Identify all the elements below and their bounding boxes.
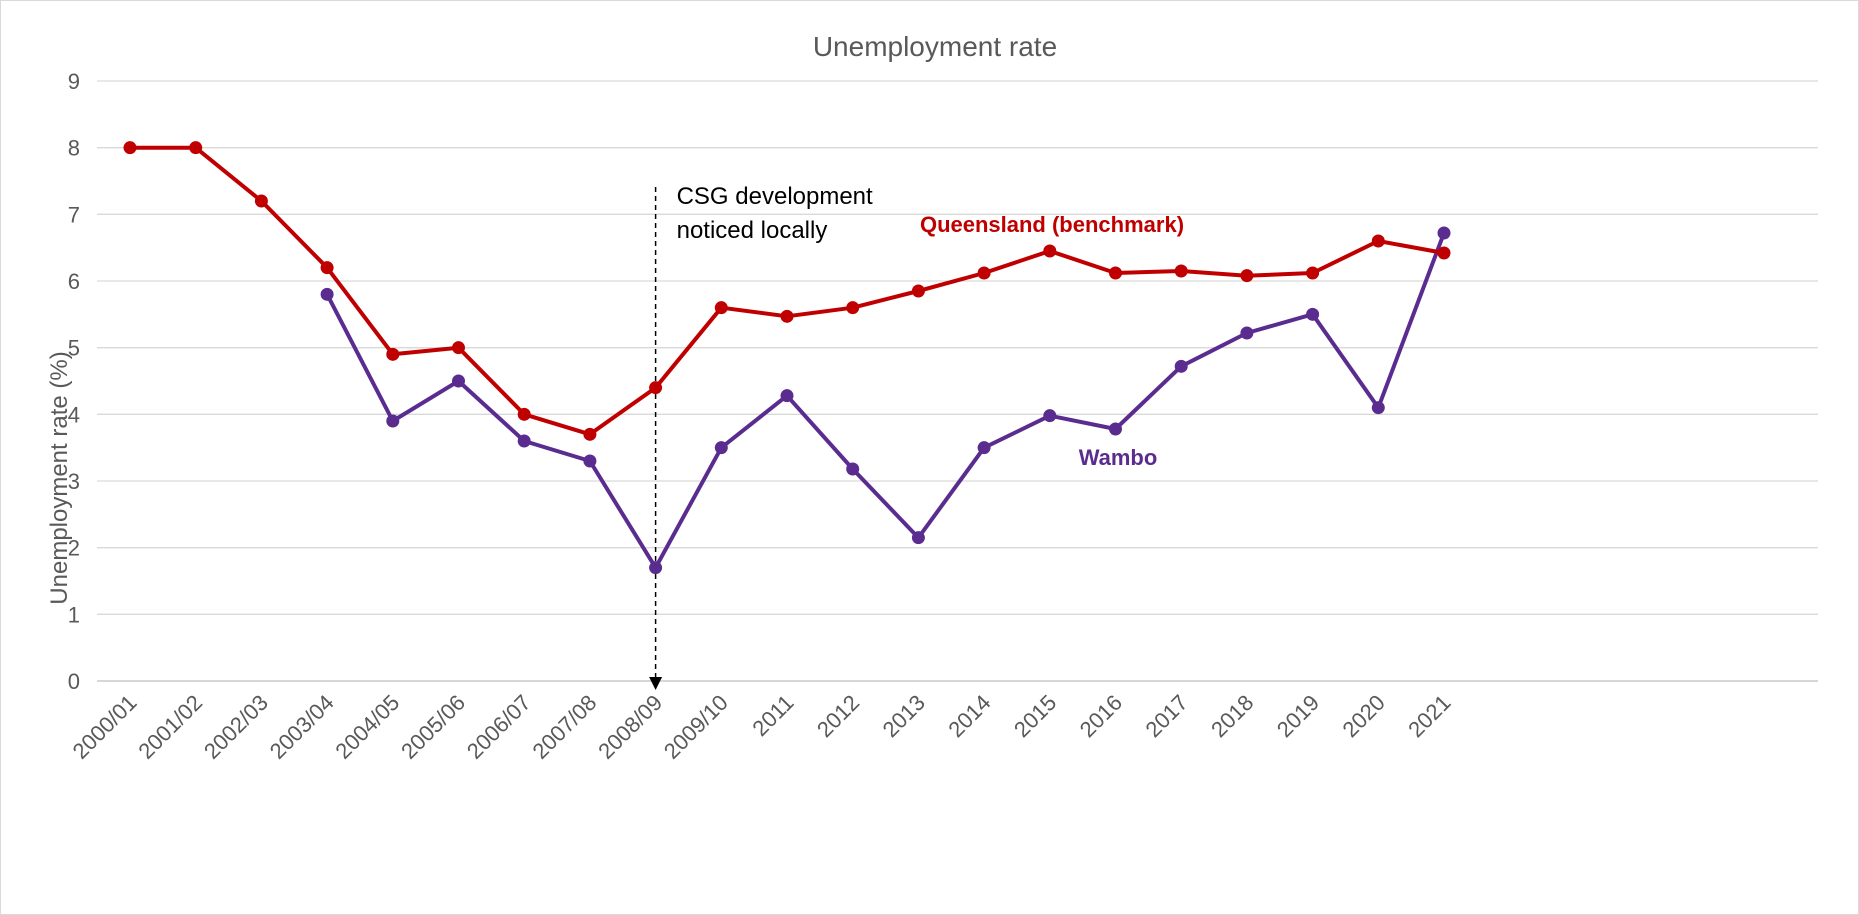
data-point-queensland	[780, 309, 794, 323]
data-point-wambo	[1371, 401, 1385, 415]
y-tick-label: 1	[68, 602, 80, 627]
y-tick-label: 5	[68, 336, 80, 361]
data-point-wambo	[1306, 307, 1320, 321]
data-point-queensland	[1306, 266, 1320, 280]
y-tick-label: 9	[68, 69, 80, 94]
data-point-wambo	[1437, 226, 1451, 240]
data-point-wambo	[1109, 422, 1122, 436]
y-tick-label: 4	[68, 402, 80, 427]
data-point-wambo	[911, 531, 925, 545]
data-point-wambo	[320, 287, 334, 301]
chart-title: Unemployment rate	[813, 31, 1057, 62]
series-queensland	[123, 141, 1451, 441]
data-point-queensland	[911, 284, 925, 298]
annotation: CSG development noticed locally	[649, 183, 873, 690]
y-axis-ticks: 0 1 2 3 4 5 6 7 8 9	[68, 69, 80, 694]
data-point-wambo	[1174, 359, 1188, 373]
y-axis-title: Unemployment rate (%)	[46, 351, 73, 604]
data-point-queensland	[517, 407, 531, 421]
data-point-queensland	[386, 347, 400, 361]
data-point-wambo	[1043, 409, 1057, 423]
data-point-wambo	[977, 441, 991, 455]
y-tick-label: 0	[68, 669, 80, 694]
data-point-queensland	[977, 266, 991, 280]
annotation-arrow-icon	[649, 677, 663, 690]
series-label-queensland: Queensland (benchmark)	[920, 212, 1184, 237]
data-point-queensland	[1174, 264, 1188, 278]
data-point-queensland	[123, 141, 137, 155]
annotation-text-line-1: CSG development	[677, 183, 873, 210]
data-point-queensland	[1043, 244, 1057, 258]
data-point-queensland	[649, 381, 663, 395]
data-point-queensland	[1371, 234, 1385, 248]
y-tick-label: 2	[68, 536, 80, 561]
data-point-wambo	[452, 374, 465, 388]
series-wambo	[320, 226, 1451, 575]
data-point-queensland	[1437, 246, 1451, 260]
series-label-wambo: Wambo	[1079, 445, 1158, 470]
y-tick-label: 7	[68, 202, 80, 227]
data-point-queensland	[714, 301, 728, 315]
gridlines	[97, 80, 1818, 682]
data-point-wambo	[846, 462, 860, 476]
data-point-wambo	[1240, 326, 1254, 340]
data-point-queensland	[452, 341, 465, 355]
data-point-wambo	[517, 434, 531, 448]
data-point-wambo	[583, 454, 597, 468]
data-point-queensland	[320, 261, 334, 275]
data-point-queensland	[189, 141, 203, 155]
data-point-wambo	[649, 561, 663, 575]
data-point-queensland	[1109, 266, 1122, 280]
data-point-wambo	[714, 441, 728, 455]
data-point-queensland	[254, 194, 268, 208]
data-point-wambo	[386, 414, 400, 428]
data-point-wambo	[780, 389, 794, 403]
data-point-queensland	[846, 301, 860, 315]
series-layer	[123, 141, 1451, 575]
annotation-text-line-2: noticed locally	[677, 217, 828, 244]
data-point-queensland	[1240, 269, 1254, 283]
series-line-wambo	[325, 231, 1446, 570]
y-tick-label: 6	[68, 269, 80, 294]
y-tick-label: 3	[68, 469, 80, 494]
data-point-queensland	[583, 427, 597, 441]
y-tick-label: 8	[68, 136, 80, 161]
